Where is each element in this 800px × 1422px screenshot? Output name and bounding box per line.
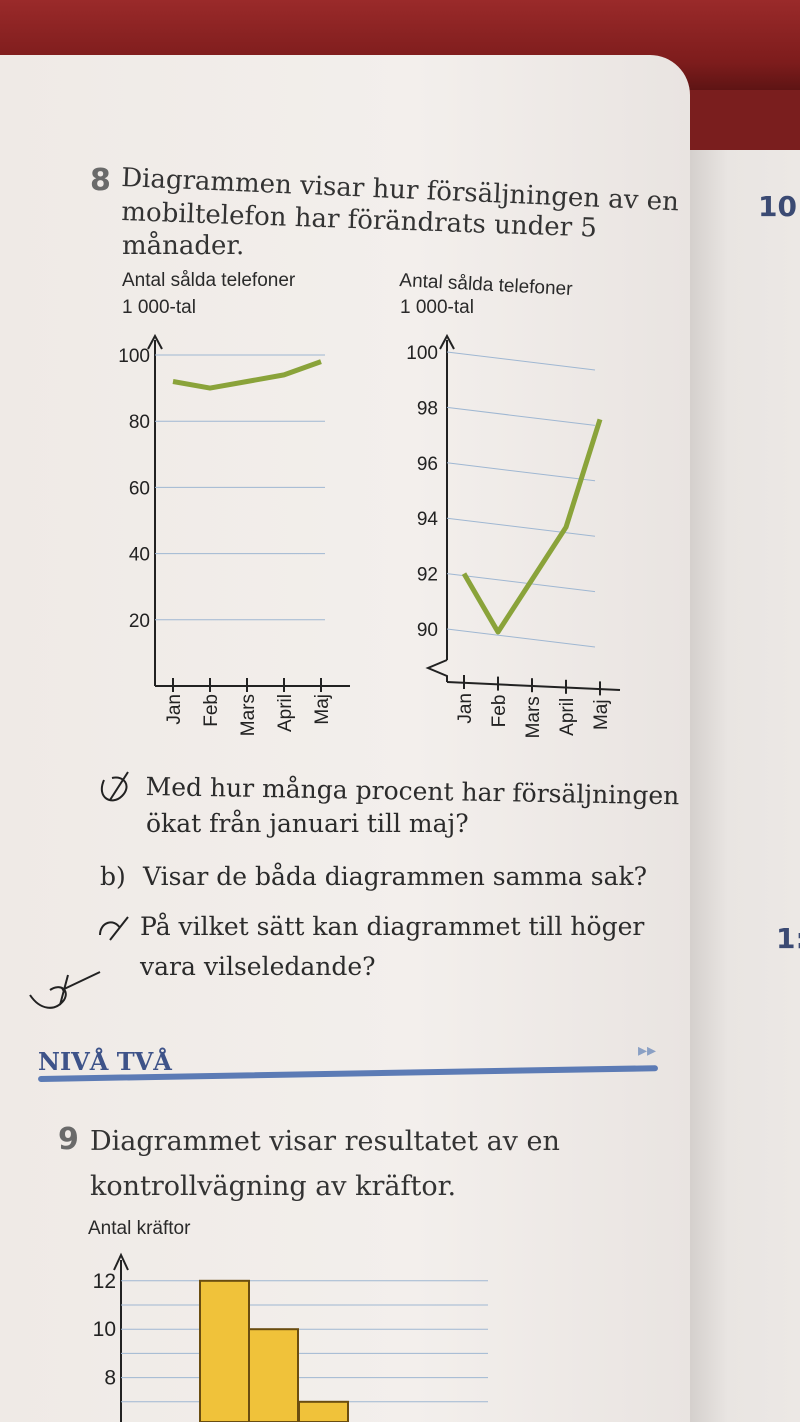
pen-scribble (29, 971, 101, 1009)
chart1-ytick-label: 40 (129, 545, 150, 566)
chart3-ytick-label: 8 (104, 1367, 116, 1390)
chart2-xtick-label: April (557, 698, 578, 736)
chart3-ylabel: Antal kräftor (88, 1218, 191, 1239)
book-page (0, 55, 690, 1422)
chart1-xtick-label: Jan (164, 694, 185, 725)
chart2-x-axis (446, 681, 621, 691)
chart2-xtick-label: Mars (523, 696, 544, 738)
chart2-gridline (446, 628, 596, 648)
question-9-number: 9 (58, 1122, 79, 1157)
question-9-line1: Diagrammet visar resultatet av en (90, 1126, 560, 1157)
sub-b-marker: b) (100, 862, 126, 891)
chart2-xtick-label: Maj (591, 699, 612, 730)
chart1-xtick-label: Maj (312, 694, 333, 725)
chart2-ytick-label: 96 (417, 454, 438, 475)
question-9-line2: kontrollvägning av kräftor. (90, 1171, 457, 1202)
sub-c-line2: vara vilseledande? (140, 952, 376, 981)
chart3: 8 10 12 (93, 1252, 488, 1422)
handwriting-marks (29, 771, 129, 1009)
chart2-gridline (446, 573, 596, 593)
chart1-unit: 1 000-tal (122, 297, 196, 318)
question-8-line3: månader. (122, 231, 245, 261)
chart2-gridline (446, 406, 596, 426)
chart1-series-line (172, 359, 322, 391)
chart1-ytick-label: 80 (129, 412, 150, 433)
chart2-xtick-label: Jan (455, 693, 476, 724)
chart3-y-arrow (113, 1252, 129, 1271)
question-8-number: 8 (90, 163, 111, 198)
chart1-xtick-label: Mars (238, 694, 259, 736)
chart2-ytick-label: 92 (417, 565, 438, 586)
chart3-ytick-label: 10 (93, 1318, 116, 1341)
chart2-xtick-label: Feb (489, 695, 510, 728)
chart3-ytick-label: 12 (93, 1270, 116, 1293)
chart2-gridline (446, 517, 596, 537)
chart2-gridline (446, 351, 596, 371)
next-page (680, 150, 800, 1422)
chart1-ytick-label: 100 (118, 346, 150, 367)
chart1-xtick-label: April (275, 694, 296, 732)
pen-mark-a (101, 771, 129, 802)
chart2-y-arrow (439, 333, 455, 350)
chart2-ytick-label: 98 (417, 398, 438, 419)
chart2-series-line (461, 418, 603, 635)
chart1: 20 40 60 80 100 Jan Feb Mars April Maj (118, 333, 350, 736)
chart2-axis-break (425, 659, 448, 682)
side-page-number: 10 (758, 190, 797, 223)
level-arrow-icon: ▸▸ (638, 1040, 657, 1061)
chart2-ytick-label: 94 (417, 509, 439, 530)
pen-mark-c (99, 916, 129, 941)
sub-c-line1: På vilket sätt kan diagrammet till höger (140, 912, 645, 941)
chart2-gridline (446, 462, 596, 482)
chart2: 90 92 94 96 98 100 Jan Feb Mars April Maj (406, 333, 621, 738)
chart1-ytick-label: 60 (129, 478, 150, 499)
chart3-bar (248, 1328, 299, 1422)
chart2-unit: 1 000-tal (400, 297, 474, 318)
chart1-y-arrow (147, 333, 163, 350)
chart1-ylabel: Antal sålda telefoner (122, 270, 296, 291)
chart3-bar (298, 1400, 349, 1422)
side-question-number: 1: (776, 922, 800, 955)
chart3-bar (199, 1279, 250, 1422)
sub-a-line2: ökat från januari till maj? (146, 809, 469, 838)
level-heading: NIVÅ TVÅ (38, 1047, 172, 1076)
chart1-xtick-label: Feb (201, 694, 222, 727)
chart2-ytick-label: 100 (406, 343, 438, 364)
sub-b-line1: Visar de båda diagrammen samma sak? (143, 862, 648, 891)
chart1-ytick-label: 20 (129, 611, 150, 632)
chart2-ytick-label: 90 (417, 620, 438, 641)
